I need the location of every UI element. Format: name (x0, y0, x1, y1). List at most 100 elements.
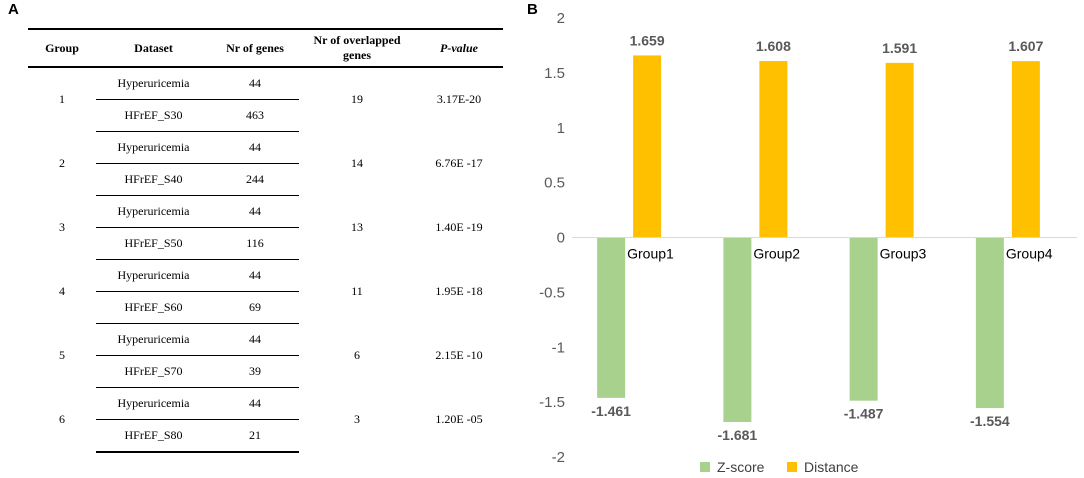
table-header-row: Group Dataset Nr of genes Nr of overlapp… (28, 28, 503, 68)
z-score-bar (597, 237, 626, 398)
overlapped-cell: 13 (351, 220, 363, 234)
genes-cell: 69 (211, 291, 299, 324)
z-score-bar (975, 237, 1004, 409)
table-row: HFrEF_S70 39 (28, 355, 503, 388)
genes-cell: 44 (211, 387, 299, 420)
group-cell: 5 (59, 348, 65, 362)
genes-cell: 116 (211, 227, 299, 260)
distance-data-label: 1.591 (882, 40, 917, 56)
distance-bar (633, 55, 662, 238)
genes-cell: 244 (211, 163, 299, 196)
distance-bar (1011, 61, 1040, 238)
dataset-cell: HFrEF_S80 (96, 419, 211, 453)
dataset-cell: Hyperuricemia (96, 259, 211, 292)
genes-cell: 39 (211, 355, 299, 388)
legend-swatch-z-score (700, 462, 710, 472)
overlapped-cell: 11 (351, 284, 363, 298)
table-row: 4 Hyperuricemia 44 11 1.95E -18 (28, 259, 503, 298)
dataset-cell: Hyperuricemia (96, 387, 211, 420)
genes-cell: 44 (211, 259, 299, 292)
p-value-cell: 3.17E-20 (436, 92, 482, 107)
table-row: HFrEF_S80 21 (28, 419, 503, 453)
table-row: HFrEF_S60 69 (28, 291, 503, 324)
table-row: 6 Hyperuricemia 44 3 1.20E -05 (28, 387, 503, 426)
legend-label-distance: Distance (804, 459, 859, 475)
p-value-cell: 6.76E -17 (435, 156, 483, 170)
table-row: HFrEF_S50 116 (28, 227, 503, 260)
header-dataset: Dataset (96, 28, 211, 68)
dataset-cell: Hyperuricemia (96, 195, 211, 228)
dataset-cell: Hyperuricemia (96, 67, 211, 100)
p-value-cell: 1.40E -19 (435, 220, 483, 234)
y-tick-label: 1 (557, 120, 565, 137)
header-p-value-text: P-value (440, 40, 478, 55)
group-cell: 1 (59, 92, 65, 107)
genes-cell: 44 (211, 323, 299, 356)
genes-cell: 44 (211, 195, 299, 228)
table-row: 5 Hyperuricemia 44 6 2.15E -10 (28, 323, 503, 362)
distance-bar (885, 62, 914, 238)
header-nr-genes: Nr of genes (211, 28, 299, 68)
panel-a-label: A (8, 1, 19, 18)
group-cell: 3 (59, 220, 65, 234)
p-value-cell: 1.95E -18 (435, 284, 483, 298)
group-cell: 6 (59, 412, 65, 427)
y-tick-label: 0.5 (544, 175, 565, 192)
dataset-cell: HFrEF_S70 (96, 355, 211, 388)
y-tick-label: -1.5 (539, 394, 565, 411)
legend-swatch-distance (787, 462, 797, 472)
distance-bar (759, 61, 788, 238)
p-value-cell: 2.15E -10 (435, 348, 483, 362)
group-cell: 2 (59, 156, 65, 170)
category-label: Group4 (1006, 246, 1053, 262)
overlapped-cell: 19 (351, 92, 363, 107)
table-body: 1 Hyperuricemia 44 19 3.17E-20 HFrEF_S30 463 2 H… (28, 67, 503, 453)
z-score-data-label: -1.554 (970, 413, 1010, 429)
y-tick-label: 2 (557, 10, 565, 27)
panel-b-label: B (527, 1, 538, 18)
y-tick-label: -1 (552, 339, 565, 356)
p-value-cell: 1.20E -05 (435, 412, 483, 427)
distance-data-label: 1.659 (630, 32, 665, 48)
table-row: 3 Hyperuricemia 44 13 1.40E -19 (28, 195, 503, 234)
gene-overlap-table: Group Dataset Nr of genes Nr of overlapp… (28, 28, 503, 453)
distance-data-label: 1.607 (1008, 38, 1043, 54)
genes-cell: 44 (211, 67, 299, 100)
y-tick-label: -2 (552, 449, 565, 466)
category-label: Group2 (753, 246, 800, 262)
dataset-cell: Hyperuricemia (96, 323, 211, 356)
header-group: Group (28, 28, 96, 68)
overlapped-cell: 6 (354, 348, 360, 362)
genes-cell: 463 (211, 99, 299, 132)
z-score-bar (723, 237, 752, 422)
distance-data-label: 1.608 (756, 38, 791, 54)
genes-cell: 21 (211, 419, 299, 453)
table-row: HFrEF_S40 244 (28, 163, 503, 196)
y-tick-label: 1.5 (544, 65, 565, 82)
genes-cell: 44 (211, 131, 299, 164)
z-score-data-label: -1.681 (718, 427, 758, 443)
dataset-cell: Hyperuricemia (96, 131, 211, 164)
category-label: Group3 (880, 246, 927, 262)
y-tick-label: -0.5 (539, 284, 565, 301)
overlapped-cell: 14 (351, 156, 363, 170)
dataset-cell: HFrEF_S60 (96, 291, 211, 324)
table-row: HFrEF_S30 463 (28, 99, 503, 132)
gene-overlap-table-panel: Group Dataset Nr of genes Nr of overlapp… (28, 28, 503, 454)
z-score-bar (849, 237, 878, 401)
overlapped-cell: 3 (354, 412, 360, 427)
category-label: Group1 (627, 246, 674, 262)
header-p-value: P-value (415, 28, 503, 68)
chart-panel: 2 1.5 1 0.5 0 -0.5 -1 -1.5 -2 -1.461 -1.681 -1.487 -… (527, 0, 1084, 478)
dataset-cell: HFrEF_S40 (96, 163, 211, 196)
z-score-data-label: -1.487 (844, 406, 884, 422)
legend-label-z-score: Z-score (717, 459, 765, 475)
dataset-cell: HFrEF_S30 (96, 99, 211, 132)
dataset-cell: HFrEF_S50 (96, 227, 211, 260)
z-score-data-label: -1.461 (591, 403, 631, 419)
y-tick-label: 0 (557, 230, 565, 247)
table-row: 1 Hyperuricemia 44 19 3.17E-20 (28, 67, 503, 106)
header-nr-overlapped: Nr of overlapped genes (299, 28, 415, 68)
table-row: 2 Hyperuricemia 44 14 6.76E -17 (28, 131, 503, 170)
bar-chart: 2 1.5 1 0.5 0 -0.5 -1 -1.5 -2 -1.461 -1.681 -1.487 -… (539, 10, 1077, 475)
